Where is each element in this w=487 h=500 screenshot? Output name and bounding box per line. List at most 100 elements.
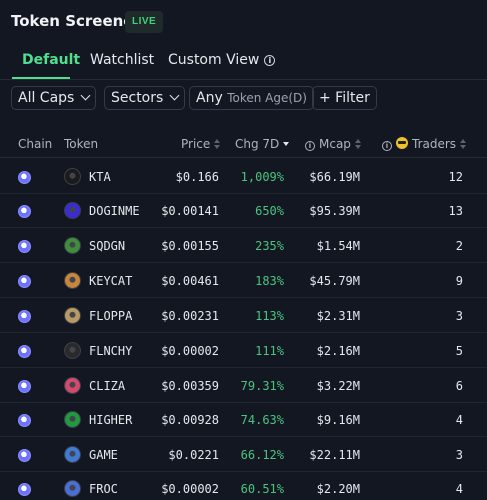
token-mcap: $2.31M [316,309,360,323]
info-icon[interactable]: i [264,55,276,66]
token-traders: 3 [455,309,463,323]
token-price: $0.00928 [161,413,219,427]
table-row[interactable]: KEYCAT $0.00461 183% $45.79M 9 [0,264,487,298]
info-icon[interactable]: i [305,141,315,151]
tab-custom-view[interactable]: Custom View i [168,52,276,68]
token-avatar [64,202,81,219]
chain-base-icon [18,380,31,393]
token-symbol[interactable]: FROC [89,482,118,496]
caps-dropdown-label: All Caps [18,90,75,106]
column-chain: Chain [18,137,53,151]
token-traders: 12 [448,170,463,184]
column-chg-label: Chg 7D [235,137,280,151]
chain-base-icon [18,240,31,253]
token-avatar [64,377,81,394]
token-change-7d: 60.51% [240,482,284,496]
token-mcap: $1.54M [316,239,360,253]
token-change-7d: 235% [255,239,284,253]
token-avatar [64,446,81,463]
token-symbol[interactable]: CLIZA [89,379,126,393]
token-symbol[interactable]: DOGINME [89,204,140,218]
chain-base-icon [18,345,31,358]
token-traders: 5 [455,344,463,358]
info-icon[interactable]: i [382,141,392,151]
token-traders: 3 [455,448,463,462]
token-mcap: $45.79M [309,274,360,288]
tab-watchlist[interactable]: Watchlist [90,52,155,68]
table-row[interactable]: CLIZA $0.00359 79.31% $3.22M 6 [0,369,487,403]
token-price: $0.00155 [161,239,219,253]
token-age-filter[interactable]: Any Token Age(D) [189,86,314,110]
table-row[interactable]: HIGHER $0.00928 74.63% $9.16M 4 [0,403,487,437]
token-symbol[interactable]: FLOPPA [89,309,133,323]
token-age-prefix: Any [196,90,223,106]
token-symbol[interactable]: HIGHER [89,413,133,427]
token-avatar [64,480,81,497]
table-row[interactable]: GAME $0.0221 66.12% $22.11M 3 [0,438,487,472]
live-badge: LIVE [125,11,164,33]
token-price: $0.166 [175,170,219,184]
token-avatar [64,168,81,185]
token-age-label: Token Age(D) [227,91,307,105]
token-price: $0.0221 [168,448,219,462]
sectors-dropdown-label: Sectors [111,90,164,106]
table-row[interactable]: SQDGN $0.00155 235% $1.54M 2 [0,229,487,263]
token-mcap: $95.39M [309,204,360,218]
token-change-7d: 66.12% [240,448,284,462]
column-price[interactable]: Price [181,137,221,151]
token-change-7d: 74.63% [240,413,284,427]
token-symbol[interactable]: KEYCAT [89,274,133,288]
column-mcap-label: Mcap [319,137,351,151]
page-title: Token Screener [11,12,141,30]
token-price: $0.00231 [161,309,219,323]
chain-base-icon [18,449,31,462]
table-row[interactable]: FLOPPA $0.00231 113% $2.31M 3 [0,299,487,333]
token-symbol[interactable]: GAME [89,448,118,462]
column-traders-label: Traders [412,137,457,151]
table-row[interactable]: KTA $0.166 1,009% $66.19M 12 [0,160,487,194]
column-chg-7d[interactable]: Chg 7D [235,137,290,151]
token-price: $0.00002 [161,482,219,496]
chain-base-icon [18,205,31,218]
sort-icon [460,139,467,149]
table-row[interactable]: FLNCHY $0.00002 111% $2.16M 5 [0,334,487,368]
table-row[interactable]: FROC $0.00002 60.51% $2.20M 4 [0,472,487,500]
caps-dropdown[interactable]: All Caps [11,86,97,110]
column-price-label: Price [181,137,211,151]
token-symbol[interactable]: KTA [89,170,111,184]
chain-base-icon [18,483,31,496]
token-change-7d: 111% [255,344,284,358]
token-change-7d: 79.31% [240,379,284,393]
token-symbol[interactable]: SQDGN [89,239,126,253]
token-mcap: $66.19M [309,170,360,184]
column-token: Token [64,137,99,151]
token-avatar [64,342,81,359]
token-avatar [64,272,81,289]
token-mcap: $22.11M [309,448,360,462]
table-row[interactable]: DOGINME $0.00141 650% $95.39M 13 [0,194,487,228]
token-change-7d: 650% [255,204,284,218]
token-mcap: $2.16M [316,344,360,358]
chain-base-icon [18,275,31,288]
token-change-7d: 1,009% [240,170,284,184]
token-symbol[interactable]: FLNCHY [89,344,133,358]
token-traders: 4 [455,413,463,427]
token-traders: 6 [455,379,463,393]
token-traders: 4 [455,482,463,496]
view-tabs: Default Watchlist Custom View i [0,44,487,80]
sort-icon [214,139,221,149]
chain-base-icon [18,414,31,427]
table-header: Chain Token Price Chg 7D i Mcap i Traders [0,130,487,158]
column-traders[interactable]: i Traders [382,137,467,151]
sectors-dropdown[interactable]: Sectors [104,86,186,110]
token-price: $0.00461 [161,274,219,288]
chain-base-icon [18,171,31,184]
add-filter-button[interactable]: + Filter [312,86,377,110]
sort-desc-icon [283,139,290,149]
tab-custom-view-label: Custom View [168,52,260,68]
column-mcap[interactable]: i Mcap [305,137,361,151]
tab-default[interactable]: Default [22,52,81,68]
token-traders: 13 [448,204,463,218]
header: Token Screener LIVE [0,0,487,44]
sort-icon [354,139,361,149]
